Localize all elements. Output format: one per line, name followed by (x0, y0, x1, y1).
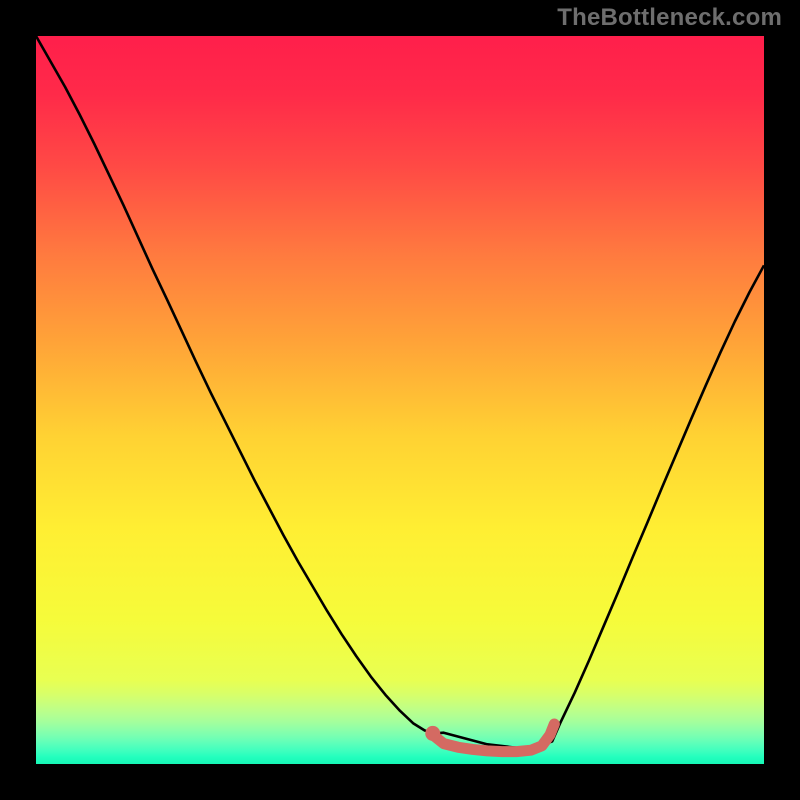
chart-root: TheBottleneck.com (0, 0, 800, 800)
curve-layer (36, 36, 764, 764)
plot-area (36, 36, 764, 764)
optimal-range-start-dot (425, 726, 440, 741)
watermark-text: TheBottleneck.com (557, 4, 782, 32)
optimal-range-marker (433, 724, 555, 752)
bottleneck-curve (36, 36, 764, 749)
